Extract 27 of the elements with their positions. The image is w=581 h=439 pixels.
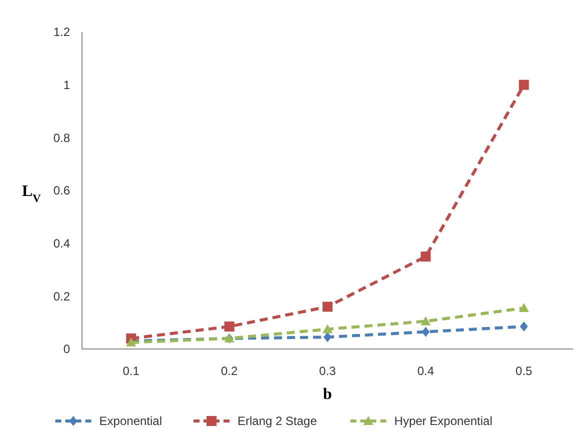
y-tick-label: 0.8 [53,130,70,145]
legend-label: Exponential [99,414,162,428]
x-tick-label: 0.2 [220,364,238,378]
point [322,324,332,334]
point [322,302,332,312]
y-tick-label: 1 [63,78,70,92]
x-tick-label: 0.5 [516,364,533,378]
y-tick-label: 0.6 [53,184,70,198]
x-tick-label: 0.1 [122,364,140,378]
point [224,322,234,332]
point [420,316,431,326]
y-tick-label: 0 [63,342,70,356]
legend-label: Erlang 2 Stage [238,414,318,428]
point [422,326,430,337]
y-tick-label: 1.2 [53,25,70,40]
x-axis-title: b [323,386,332,403]
point [420,252,431,262]
point [324,332,332,342]
y-axis-title: L$_{V}$ [22,183,41,206]
x-tick-label: 0.4 [417,364,434,378]
y-tick-label: 0.2 [53,289,70,304]
point [518,303,529,312]
point [520,322,528,332]
point [518,80,529,90]
legend-label: Hyper Exponential [394,414,492,428]
x-tick-label: 0.3 [319,364,336,378]
y-tick-label: 0.4 [53,236,70,251]
